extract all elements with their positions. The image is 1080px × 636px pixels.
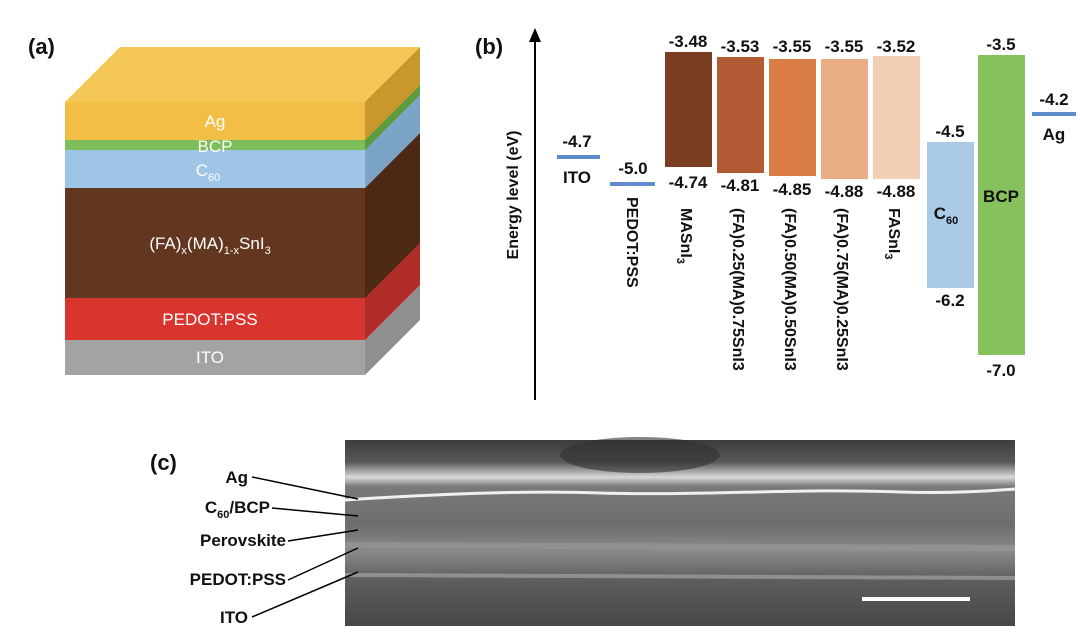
ito-level-value: -4.7 [562,132,591,151]
fa050-label: (FA)0.50(MA)0.50SnI3 [781,208,798,371]
ag-level-label: Ag [1043,125,1066,144]
c60-bar [927,142,974,288]
layer-stack: Ag BCP C60 (FA)x(MA)1-xSnI3 PEDOT:PSS IT… [65,47,420,375]
fa075-top-value: -3.55 [825,37,864,56]
axis-arrow-icon [529,28,541,42]
bcp-bottom-value: -7.0 [986,361,1015,380]
sem-label-ito: ITO [220,608,248,627]
stack-label-pedot: PEDOT:PSS [162,310,257,329]
sem-label-ag: Ag [225,468,248,487]
ag-side-face [365,47,420,140]
fa025-bottom-value: -4.81 [721,176,760,195]
sem-ag-edge [344,487,1016,502]
perovskite-front-face [65,188,365,298]
fa050-bottom-value: -4.85 [773,180,812,199]
bcp-bar-label: BCP [983,187,1019,206]
fa050-top-value: -3.55 [773,37,812,56]
c60-front-face [65,150,365,188]
fa050-bar [769,59,816,176]
leader-ito [251,571,359,618]
stack-label-c60: C60 [196,161,221,184]
ito-side-face [365,285,420,375]
masni3-top-value: -3.48 [669,32,708,51]
ito-level-label: ITO [563,168,591,187]
stack-label-bcp: BCP [198,137,233,156]
sem-pedot-band [344,573,1016,580]
masni3-bar [665,52,712,167]
sem-shadow [560,437,720,473]
leader-c60bcp [271,507,359,517]
bcp-top-value: -3.5 [986,35,1015,54]
c60-side-face [365,95,420,188]
fa075-bar [821,59,868,179]
sem-micrograph [345,440,1015,626]
ito-front-face [65,340,365,375]
sem-perovskite-band [344,542,1016,551]
bcp-front-face [65,140,365,150]
fa025-bar [717,57,764,173]
panel-c-label: (c) [150,450,177,475]
pedot-front-face [65,298,365,340]
sem-labels: Ag C60/BCP Perovskite PEDOT:PSS ITO [190,468,359,627]
bcp-bar [978,55,1025,355]
sem-image [344,437,1016,626]
fasni3-bar [873,56,920,179]
leader-ag [251,476,359,500]
stack-label-perovskite: (FA)x(MA)1-xSnI3 [149,234,270,257]
pedot-level-value: -5.0 [618,159,647,178]
panel-a-label: (a) [28,34,55,59]
masni3-bottom-value: -4.74 [669,173,708,192]
fasni3-top-value: -3.52 [877,37,916,56]
sem-label-perovskite: Perovskite [200,531,286,550]
ag-front-face [65,102,365,140]
panel-b-label: (b) [475,34,503,59]
stack-label-ag: Ag [205,112,226,131]
fa075-bottom-value: -4.88 [825,182,864,201]
fa025-top-value: -3.53 [721,37,760,56]
pedot-level-label: PEDOT:PSS [623,197,640,288]
ag-top-face [65,47,420,102]
ag-level-value: -4.2 [1039,90,1068,109]
energy-diagram: Energy level (eV) -4.7 ITO -5.0 PEDOT:PS… [505,28,1076,400]
masni3-label: MASnI3 [674,208,694,264]
sem-label-c60bcp: C60/BCP [205,498,270,521]
fa075-label: (FA)0.75(MA)0.25SnI3 [833,208,850,371]
fasni3-label: FASnI3 [882,208,902,259]
c60-bottom-value: -6.2 [935,291,964,310]
pedot-side-face [365,243,420,340]
leader-pedot [287,547,359,581]
fasni3-bottom-value: -4.88 [877,182,916,201]
bcp-side-face [365,85,420,150]
c60-bar-label: C60 [934,204,959,227]
energy-axis-label: Energy level (eV) [505,131,522,260]
fa025-label: (FA)0.25(MA)0.75SnI3 [729,208,746,371]
sem-label-pedot: PEDOT:PSS [190,570,286,589]
leader-perovskite [287,529,359,542]
c60-top-value: -4.5 [935,122,964,141]
stack-label-ito: ITO [196,348,224,367]
